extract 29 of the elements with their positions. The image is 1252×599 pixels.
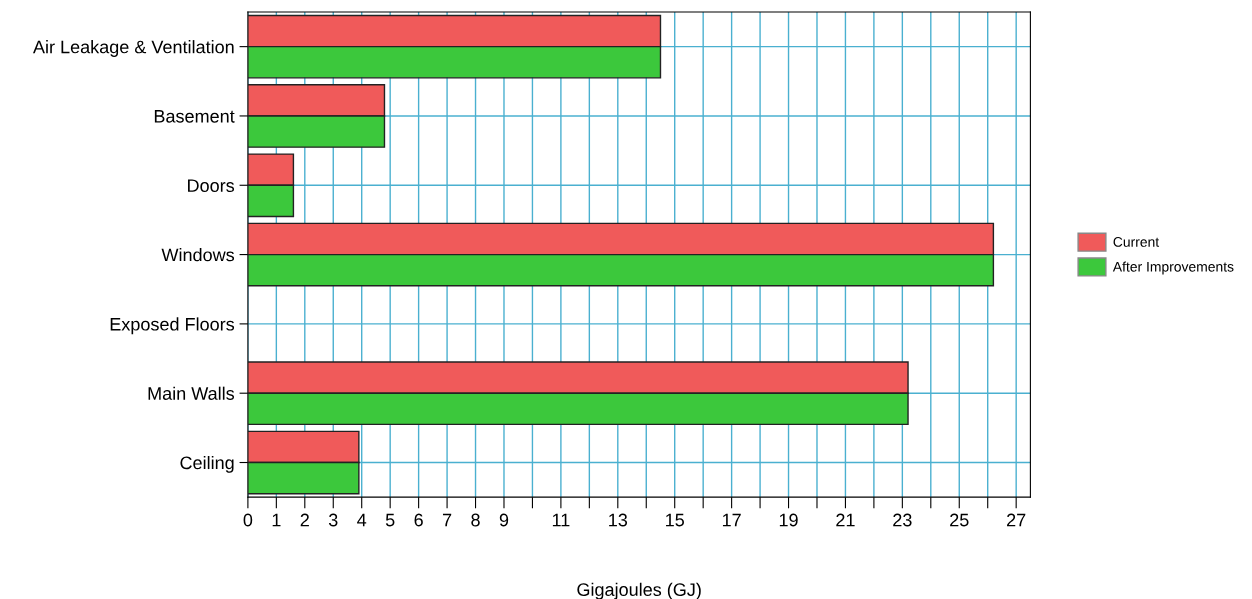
y-tick-label: Windows xyxy=(161,248,235,262)
x-tick-label: 13 xyxy=(609,513,628,527)
y-tick-label: Air Leakage & Ventilation xyxy=(32,40,234,57)
x-tick-label: 9 xyxy=(499,513,509,527)
x-tick-label: 4 xyxy=(357,513,367,527)
x-tick-label: 21 xyxy=(836,513,855,527)
x-tick-label: 23 xyxy=(893,513,912,527)
x-tick-label: 2 xyxy=(300,513,309,527)
x-tick-label: 8 xyxy=(471,513,480,527)
x-tick-label: 15 xyxy=(666,513,684,527)
y-tick-label: Main Walls xyxy=(148,386,235,400)
x-axis-title: Gigajoules (GJ) xyxy=(577,582,701,599)
x-tick-label: 7 xyxy=(442,513,452,527)
x-tick-label: 3 xyxy=(328,513,338,527)
x-tick-label: 5 xyxy=(385,513,395,527)
x-tick-label: 25 xyxy=(950,513,969,527)
y-tick-label: Basement xyxy=(154,110,235,123)
x-tick-label: 19 xyxy=(779,513,798,527)
x-tick-label: 0 xyxy=(243,513,253,527)
x-tick-label: 1 xyxy=(272,513,281,527)
legend-label: After Improvements xyxy=(1112,261,1234,275)
x-tick-label: 6 xyxy=(414,513,423,527)
y-tick-label: Doors xyxy=(188,179,235,192)
x-tick-label: 11 xyxy=(552,513,570,527)
x-tick-label: 27 xyxy=(1007,513,1026,527)
y-tick-label: Exposed Floors xyxy=(110,317,235,335)
legend-label: Current xyxy=(1113,237,1160,247)
x-tick-label: 17 xyxy=(722,513,741,527)
y-tick-label: Ceiling xyxy=(180,455,234,473)
